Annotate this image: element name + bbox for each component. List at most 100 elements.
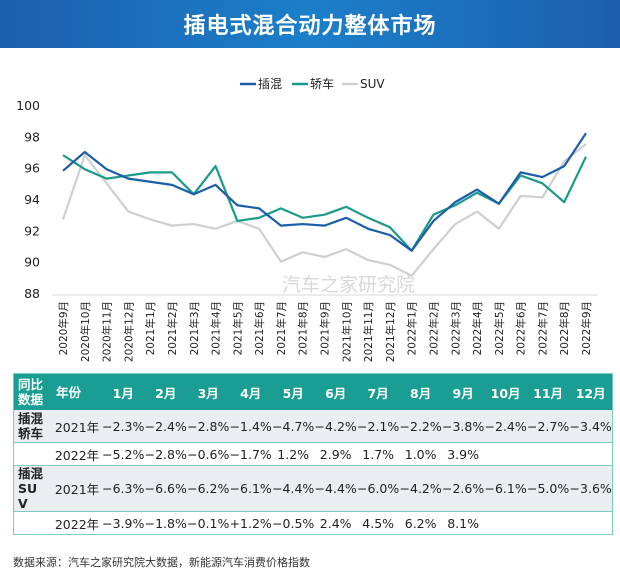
value-cell: 4.5% (356, 511, 400, 535)
value-cell: −5.2% (102, 442, 145, 466)
value-cell: −0.6% (186, 442, 230, 466)
value-cell: 3.9% (441, 442, 485, 466)
x-tick-label: 2021年2月 (166, 301, 179, 355)
value-cell: −2.8% (186, 410, 230, 443)
value-cell: −6.3% (102, 465, 145, 512)
value-cell: 1.0% (399, 442, 442, 466)
value-cell: −4.7% (271, 410, 315, 443)
x-tick-label: 2022年5月 (493, 301, 506, 355)
x-tick-label: 2022年7月 (536, 301, 549, 355)
page-title: 插电式混合动力整体市场 (183, 14, 437, 39)
group-label: 插混 SU V (13, 465, 52, 512)
y-tick-label: 98 (24, 129, 40, 144)
series-line-轿车 (62, 154, 587, 252)
header-cell: 5月 (271, 373, 315, 410)
table-row: 插混 SU V 2021年 −6.3% −6.6% −6.2% −6.1% −4.4% −4.4%… (13, 465, 613, 512)
x-tick-label: 2021年5月 (231, 301, 244, 355)
value-cell: −6.0% (356, 465, 400, 512)
watermark: 汽车之家研究院 (282, 274, 416, 296)
y-tick-label: 100 (16, 98, 40, 113)
value-cell: −1.7% (229, 442, 272, 466)
x-tick-label: 2021年8月 (297, 301, 310, 355)
header-cell: 年份 (52, 373, 102, 410)
value-cell: −3.9% (102, 511, 145, 535)
year-cell: 2022年 (52, 511, 102, 535)
x-tick-label: 2022年4月 (471, 301, 484, 355)
line-chart: 插混 轿车 SUV 88 90 92 94 96 98 100 2020年9月 2020年10月 202… (16, 76, 597, 362)
year-cell: 2021年 (52, 410, 102, 443)
value-cell: +1.2% (229, 511, 272, 535)
value-cell: −3.4% (569, 410, 613, 443)
value-cell: −5.0% (526, 465, 570, 512)
x-tick-label: 2022年8月 (558, 301, 571, 355)
value-cell: −6.1% (484, 465, 527, 512)
value-cell: −0.1% (186, 511, 230, 535)
table-row: 2022年 −3.9% −1.8% −0.1% +1.2% −0.5% 2.4% 4.5% 6.… (13, 511, 613, 535)
yoy-table: 同比 数据 年份 1月 2月 3月 4月 5月 6月 7月 8月 9月 10月 11月 12月 插混 轿车 202… (13, 373, 613, 535)
value-cell: −0.5% (271, 511, 315, 535)
group-label (13, 442, 52, 466)
table-row: 2022年 −5.2% −2.8% −0.6% −1.7% 1.2% 2.9% 1.7% 1.0… (13, 442, 613, 466)
value-cell: −3.6% (569, 465, 613, 512)
header-cell: 3月 (186, 373, 230, 410)
group-label (13, 511, 52, 535)
value-cell: 2.4% (314, 511, 357, 535)
value-cell: −4.2% (399, 465, 442, 512)
year-cell: 2022年 (52, 442, 102, 466)
header-cell: 1月 (102, 373, 145, 410)
x-tick-label: 2022年9月 (580, 301, 593, 355)
value-cell: −6.1% (229, 465, 272, 512)
value-cell: −2.6% (441, 465, 485, 512)
y-tick-label: 94 (24, 192, 40, 207)
header-cell: 12月 (569, 373, 613, 410)
value-cell (526, 442, 570, 466)
x-tick-label: 2021年9月 (319, 301, 332, 355)
x-tick-label: 2022年6月 (515, 301, 528, 355)
x-tick-label: 2021年4月 (210, 301, 223, 355)
title-banner: 插电式混合动力整体市场 (0, 0, 620, 48)
value-cell (569, 511, 613, 535)
legend-label: 轿车 (310, 76, 334, 91)
header-cell: 8月 (399, 373, 442, 410)
group-label: 插混 轿车 (13, 410, 52, 443)
header-cell: 同比 数据 (13, 373, 52, 410)
value-cell: −2.4% (144, 410, 187, 443)
y-tick-label: 88 (24, 286, 40, 301)
value-cell (484, 511, 527, 535)
x-tick-label: 2021年10月 (340, 301, 353, 362)
value-cell (526, 511, 570, 535)
table-header: 同比 数据 年份 1月 2月 3月 4月 5月 6月 7月 8月 9月 10月 11月 12月 (13, 373, 613, 410)
value-cell: −6.6% (144, 465, 187, 512)
value-cell: 2.9% (314, 442, 357, 466)
header-cell: 10月 (484, 373, 527, 410)
x-tick-label: 2021年3月 (188, 301, 201, 355)
header-cell: 4月 (229, 373, 272, 410)
value-cell: −4.4% (314, 465, 357, 512)
legend-label: 插混 (258, 77, 282, 91)
y-tick-label: 90 (24, 255, 40, 270)
series-line-SUV (61, 143, 587, 277)
value-cell: −3.8% (441, 410, 485, 443)
value-cell (569, 442, 613, 466)
x-tick-label: 2021年7月 (275, 301, 288, 355)
source-note: 数据来源：汽车之家研究院大数据，新能源汽车消费价格指数 (13, 556, 310, 569)
value-cell: −6.2% (186, 465, 230, 512)
header-cell: 9月 (441, 373, 485, 410)
x-tick-label: 2020年10月 (79, 301, 92, 362)
value-cell: −4.2% (314, 410, 357, 443)
value-cell (484, 442, 527, 466)
x-tick-label: 2021年11月 (362, 301, 375, 362)
header-cell: 6月 (314, 373, 357, 410)
x-tick-label: 2022年1月 (406, 301, 419, 355)
x-tick-label: 2022年3月 (449, 301, 462, 355)
value-cell: −2.2% (399, 410, 442, 443)
header-cell: 11月 (526, 373, 570, 410)
legend-label: SUV (360, 77, 385, 91)
value-cell: 1.7% (356, 442, 400, 466)
x-tick-label: 2020年9月 (57, 301, 70, 355)
y-tick-label: 92 (24, 223, 40, 238)
value-cell: −2.1% (356, 410, 400, 443)
y-tick-label: 96 (24, 161, 40, 176)
value-cell: −1.4% (229, 410, 272, 443)
value-cell: −4.4% (271, 465, 315, 512)
